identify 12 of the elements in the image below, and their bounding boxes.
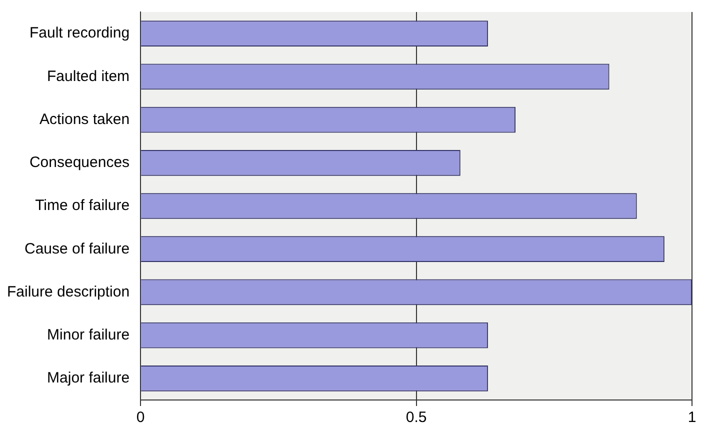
y-tick-label: Actions taken bbox=[39, 110, 130, 128]
x-tick-label: 0.5 bbox=[406, 409, 427, 426]
y-tick-label: Time of failure bbox=[35, 197, 130, 214]
y-tick-label: Failure description bbox=[6, 283, 130, 300]
y-tick-label: Consequences bbox=[29, 154, 130, 172]
x-tick-label: 1 bbox=[688, 409, 696, 426]
y-tick-label: Faulted item bbox=[47, 68, 130, 85]
y-tick-label: Minor failure bbox=[47, 326, 130, 344]
x-tick-label: 0 bbox=[136, 409, 145, 426]
y-tick-label: Cause of failure bbox=[24, 240, 130, 258]
y-tick-label: Fault recording bbox=[29, 24, 130, 42]
y-tick-label: Major failure bbox=[47, 370, 130, 387]
